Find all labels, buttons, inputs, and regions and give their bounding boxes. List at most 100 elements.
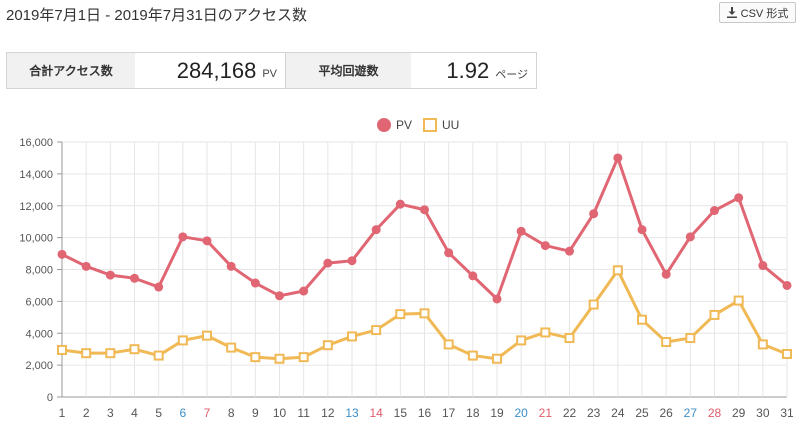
point-pv <box>685 232 695 242</box>
x-tick-label: 21 <box>539 406 553 420</box>
x-tick-label: 2 <box>83 406 90 420</box>
point-pv <box>275 291 284 301</box>
x-tick-label: 8 <box>228 406 235 420</box>
point-uu <box>685 333 696 344</box>
point-uu <box>467 350 478 361</box>
point-pv <box>250 278 260 288</box>
point-uu <box>564 333 575 344</box>
point-uu <box>226 342 237 353</box>
summary-panel: 合計アクセス数 284,168 PV 平均回遊数 1.92 ページ <box>6 52 537 89</box>
point-uu <box>661 337 672 348</box>
point-pv <box>661 269 671 279</box>
legend-label-uu: UU <box>442 118 459 132</box>
x-tick-label: 1 <box>59 406 66 420</box>
point-pv <box>178 232 188 242</box>
point-pv <box>347 256 357 266</box>
csv-export-button[interactable]: CSV 形式 <box>719 2 796 23</box>
x-tick-label: 30 <box>756 406 770 420</box>
x-tick-label: 24 <box>611 406 625 420</box>
point-pv <box>782 280 792 290</box>
point-pv <box>395 199 405 209</box>
x-tick-label: 14 <box>369 406 383 420</box>
point-pv <box>637 225 647 235</box>
x-tick-label: 27 <box>684 406 698 420</box>
x-tick-label: 16 <box>418 406 432 420</box>
point-uu <box>395 309 406 320</box>
point-pv <box>758 261 768 271</box>
point-pv <box>565 246 574 256</box>
x-tick-label: 3 <box>107 406 114 420</box>
x-tick-label: 17 <box>442 406 456 420</box>
total-access-value: 284,168 <box>176 57 257 83</box>
x-tick-label: 11 <box>297 406 310 420</box>
x-tick-label: 6 <box>179 406 186 420</box>
legend-label-pv: PV <box>396 118 412 132</box>
x-tick-label: 12 <box>321 406 335 420</box>
x-tick-label: 18 <box>466 406 480 420</box>
x-tick-label: 28 <box>708 406 722 420</box>
point-uu <box>202 330 212 341</box>
x-tick-label: 13 <box>345 406 359 420</box>
point-pv <box>371 225 381 235</box>
csv-export-label: CSV 形式 <box>740 7 789 20</box>
x-tick-label: 29 <box>732 406 746 420</box>
point-pv <box>299 286 309 296</box>
total-access-label: 合計アクセス数 <box>7 53 135 88</box>
point-uu <box>371 325 382 336</box>
y-tick-label: 0 <box>47 392 53 404</box>
point-pv <box>202 236 212 246</box>
point-uu <box>516 335 527 346</box>
y-tick-label: 14,000 <box>19 169 53 181</box>
point-uu <box>129 344 140 355</box>
point-pv <box>154 282 164 292</box>
access-line-chart: 0 2,000 4,000 6,000 8,000 10,000 12,000 14,000 1… <box>19 118 794 420</box>
y-tick-label: 8,000 <box>25 265 53 277</box>
x-tick-label: 26 <box>659 406 673 420</box>
point-pv <box>468 271 478 281</box>
x-tick-label: 31 <box>780 406 794 420</box>
x-tick-label: 25 <box>635 406 649 420</box>
point-pv <box>226 261 236 271</box>
point-pv <box>516 226 526 236</box>
point-uu <box>612 265 623 276</box>
point-uu <box>588 299 599 310</box>
point-uu <box>782 348 792 359</box>
point-pv <box>613 153 623 163</box>
point-pv <box>81 261 91 271</box>
point-pv <box>57 249 67 259</box>
point-uu <box>57 344 67 355</box>
point-uu <box>492 353 502 364</box>
y-tick-label: 16,000 <box>19 137 53 149</box>
x-tick-label: 15 <box>394 406 408 420</box>
legend-marker-uu <box>423 118 437 132</box>
y-tick-label: 10,000 <box>19 233 53 245</box>
total-access-unit: PV <box>262 67 277 80</box>
x-tick-label: 9 <box>252 406 259 420</box>
y-tick-label: 12,000 <box>19 201 53 213</box>
y-tick-label: 6,000 <box>25 296 53 308</box>
x-tick-label: 23 <box>587 406 601 420</box>
point-pv <box>540 241 550 251</box>
y-tick-label: 4,000 <box>25 328 53 340</box>
point-uu <box>81 348 92 359</box>
legend-marker-pv <box>377 118 391 132</box>
point-pv <box>710 206 719 216</box>
point-uu <box>733 295 744 306</box>
x-tick-label: 19 <box>490 406 504 420</box>
download-icon <box>726 7 737 18</box>
point-uu <box>322 340 333 351</box>
x-tick-label: 5 <box>155 406 162 420</box>
point-uu <box>347 331 357 342</box>
point-uu <box>177 335 188 346</box>
point-pv <box>130 273 139 283</box>
point-pv <box>589 209 599 219</box>
avg-pages-value-cell: 1.92 ページ <box>411 53 536 88</box>
y-tick-label: 2,000 <box>25 360 53 372</box>
point-pv <box>734 193 744 203</box>
x-tick-label: 20 <box>514 406 528 420</box>
x-tick-label: 4 <box>131 406 138 420</box>
x-tick-label: 7 <box>204 406 211 420</box>
point-pv <box>420 205 429 215</box>
point-uu <box>540 327 551 338</box>
point-pv <box>444 248 454 258</box>
